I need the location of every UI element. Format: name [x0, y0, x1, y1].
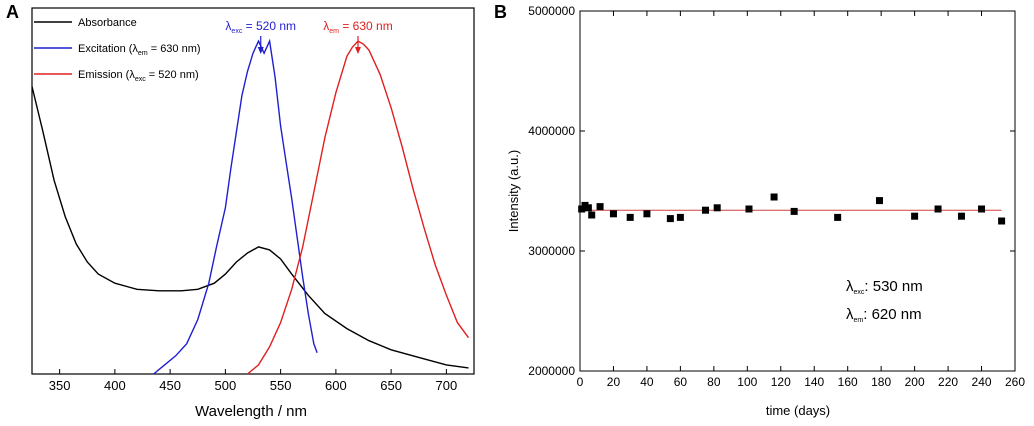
panel-a-legend-label-excitation: Excitation (λem = 630 nm) [78, 43, 201, 57]
panel-b-data-point [978, 205, 986, 213]
panel-a-peak-arrowhead-2 [354, 47, 361, 54]
panel-b-data-point [609, 210, 617, 218]
panel-a-plot-frame [31, 7, 475, 375]
panel-b-data-point [790, 207, 798, 215]
panel-b-x-tick-label: 60 [674, 375, 688, 389]
panel-a-x-axis-title: Wavelength / nm [195, 403, 307, 420]
panel-b-x-tick-label: 20 [607, 375, 621, 389]
panel-b-y-tick-label: 3000000 [528, 244, 575, 258]
panel-b-x-tick-label: 160 [838, 375, 858, 389]
panel-a-x-tick-label: 550 [270, 378, 292, 393]
panel-a-peak-annotation-2: λem = 630 nm [323, 19, 392, 35]
panel-b-y-tick-label: 2000000 [528, 364, 575, 378]
panel-b-data-point [875, 197, 883, 205]
panel-a-x-tick-label: 500 [215, 378, 237, 393]
panel-b-x-tick-label: 0 [577, 375, 584, 389]
panel-b-x-tick-label: 180 [871, 375, 891, 389]
panel-a-series-emission [247, 40, 470, 375]
panel-b-x-tick-label: 140 [804, 375, 824, 389]
panel-b-data-point [998, 217, 1006, 225]
panel-b-y-tick-label: 5000000 [528, 4, 575, 18]
panel-b-y-tick-label: 4000000 [528, 124, 575, 138]
panel-b-x-tick-label: 220 [938, 375, 958, 389]
panel-a-x-tick-label: 450 [159, 378, 181, 393]
panel-b-chart: 0 20 40 60 80 100 120 140 160 180 200 220 240 260 2000… [528, 4, 1025, 389]
panel-b-data-point [588, 211, 596, 219]
panel-b-data-point [701, 206, 709, 214]
panel-a-series-excitation [153, 38, 318, 375]
panel-b-data-point [770, 193, 778, 201]
panel-b-wavelength-annotation-1: λexc: 530 nm [846, 278, 923, 296]
panel-label-b: B [494, 2, 507, 22]
panel-a-x-tick-label: 400 [104, 378, 126, 393]
panel-b-data-point [713, 204, 721, 212]
panel-b-y-axis-title: Intensity (a.u.) [506, 150, 521, 232]
panel-b-data-point [596, 203, 604, 211]
panel-b-data-point [578, 205, 586, 213]
panel-label-a: A [6, 2, 19, 22]
panel-b-x-tick-label: 80 [707, 375, 721, 389]
panel-b-x-tick-label: 260 [1005, 375, 1025, 389]
panel-a-x-tick-label: 600 [325, 378, 347, 393]
panel-a-peak-annotation-1: λexc = 520 nm [225, 19, 296, 35]
panel-b-data-point [666, 215, 674, 223]
panel-b-x-axis-title: time (days) [766, 403, 830, 418]
panel-a-x-tick-label: 350 [49, 378, 71, 393]
panel-a-chart: 350 400 450 500 550 600 650 700 Absorbance Excita… [31, 7, 475, 393]
panel-b-x-tick-label: 100 [737, 375, 757, 389]
panel-b-data-point [584, 204, 592, 212]
panel-a-x-tick-label: 700 [436, 378, 458, 393]
panel-b-data-point [911, 212, 919, 220]
panel-b-data-point [626, 213, 634, 221]
panel-b-x-tick-label: 40 [640, 375, 654, 389]
panel-a-legend-label-emission: Emission (λexc = 520 nm) [78, 69, 199, 83]
panel-a-x-tick-label: 650 [380, 378, 402, 393]
panel-b-x-tick-label: 200 [905, 375, 925, 389]
panel-b-plot-frame [579, 10, 1016, 372]
panel-b-data-point [745, 205, 753, 213]
panel-a-legend-label-absorbance: Absorbance [78, 17, 137, 29]
panel-b-wavelength-annotation-2: λem: 620 nm [846, 306, 922, 324]
panel-b-data-point [643, 210, 651, 218]
panel-a-series-absorbance [31, 86, 469, 369]
panel-b-x-tick-label: 120 [771, 375, 791, 389]
panel-b-data-point [834, 213, 842, 221]
panel-b-data-point [957, 212, 965, 220]
panel-b-data-point [676, 213, 684, 221]
panel-b-x-tick-label: 240 [972, 375, 992, 389]
panel-a-peak-arrowhead-1 [257, 47, 264, 54]
panel-b-data-point [934, 205, 942, 213]
